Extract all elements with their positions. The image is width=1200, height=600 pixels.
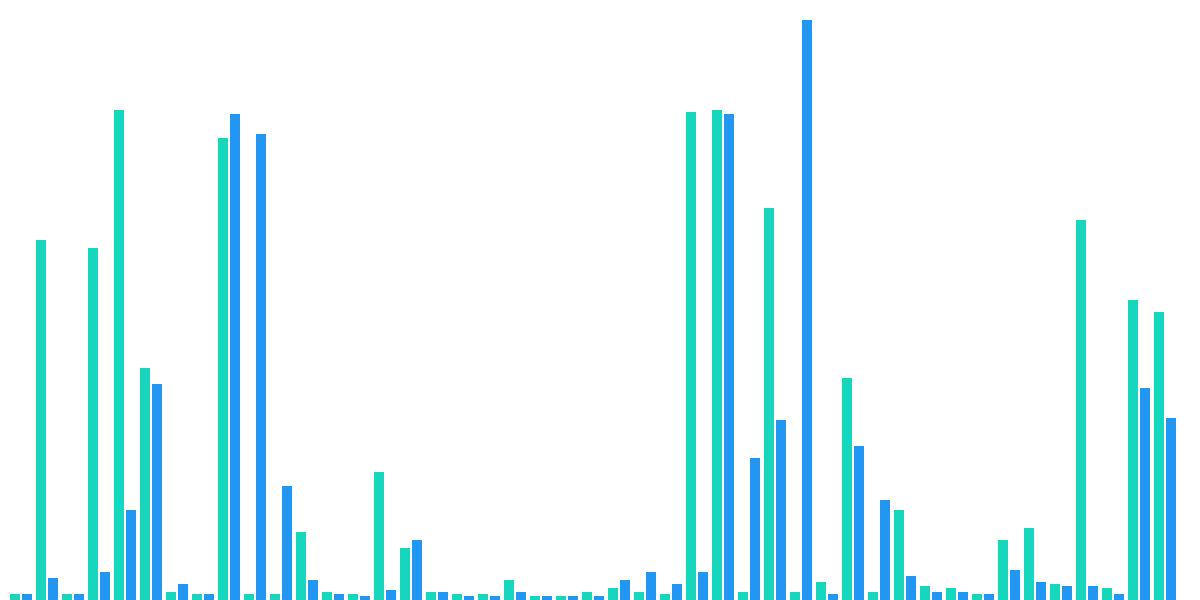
bar-series-a xyxy=(894,510,904,600)
bar-series-b xyxy=(1036,582,1046,600)
bar-series-b xyxy=(126,510,136,600)
bar-series-b xyxy=(22,594,32,600)
bar-series-a xyxy=(998,540,1008,600)
bar-series-b xyxy=(568,596,578,600)
bar-series-b xyxy=(880,500,890,600)
bar-series-a xyxy=(218,138,228,600)
bar-series-a xyxy=(608,588,618,600)
bar-series-b xyxy=(308,580,318,600)
bar-series-b xyxy=(1140,388,1150,600)
bar-series-b xyxy=(282,486,292,600)
bar-series-b xyxy=(854,446,864,600)
bar-series-b xyxy=(1114,594,1124,600)
bar-series-a xyxy=(296,532,306,600)
bar-series-b xyxy=(932,592,942,600)
bar-series-a xyxy=(946,588,956,600)
bar-series-b xyxy=(958,592,968,600)
bar-series-b xyxy=(724,114,734,600)
bar-series-b xyxy=(334,594,344,600)
bar-series-a xyxy=(88,248,98,600)
bar-series-a xyxy=(192,594,202,600)
bar-series-a xyxy=(348,594,358,600)
bar-series-a xyxy=(660,594,670,600)
bar-series-b xyxy=(1062,586,1072,600)
bar-series-b xyxy=(256,134,266,600)
bar-series-a xyxy=(1102,588,1112,600)
bar-series-b xyxy=(1166,418,1176,600)
bar-chart xyxy=(0,0,1200,600)
bar-series-a xyxy=(972,594,982,600)
bar-series-a xyxy=(530,596,540,600)
bar-series-a xyxy=(426,592,436,600)
bar-series-b xyxy=(776,420,786,600)
bar-series-a xyxy=(374,472,384,600)
bar-series-a xyxy=(36,240,46,600)
bar-series-a xyxy=(1154,312,1164,600)
bar-series-b xyxy=(386,590,396,600)
bar-series-b xyxy=(438,592,448,600)
bar-series-b xyxy=(750,458,760,600)
bar-series-a xyxy=(1024,528,1034,600)
bar-series-a xyxy=(270,594,280,600)
bar-series-a xyxy=(478,594,488,600)
bar-series-b xyxy=(178,584,188,600)
bar-series-a xyxy=(452,594,462,600)
bar-series-b xyxy=(984,594,994,600)
bar-series-a xyxy=(738,592,748,600)
bar-series-a xyxy=(1076,220,1086,600)
bar-series-b xyxy=(490,596,500,600)
bar-series-a xyxy=(712,110,722,600)
bar-series-a xyxy=(686,112,696,600)
bar-series-b xyxy=(100,572,110,600)
bar-series-b xyxy=(646,572,656,600)
bar-series-b xyxy=(74,594,84,600)
bar-series-b xyxy=(620,580,630,600)
bar-series-b xyxy=(360,596,370,600)
bar-series-b xyxy=(516,592,526,600)
bar-series-b xyxy=(802,20,812,600)
bar-series-b xyxy=(464,596,474,600)
bar-series-a xyxy=(400,548,410,600)
bar-series-a xyxy=(790,592,800,600)
bar-series-a xyxy=(582,592,592,600)
bar-series-a xyxy=(920,586,930,600)
bar-series-b xyxy=(204,594,214,600)
bar-series-b xyxy=(828,594,838,600)
bar-series-a xyxy=(166,592,176,600)
bar-series-a xyxy=(504,580,514,600)
bar-series-a xyxy=(140,368,150,600)
bar-series-a xyxy=(1128,300,1138,600)
bar-series-a xyxy=(868,592,878,600)
bar-series-a xyxy=(764,208,774,600)
bar-series-a xyxy=(634,592,644,600)
bar-series-a xyxy=(10,594,20,600)
bar-series-b xyxy=(542,596,552,600)
bar-series-a xyxy=(62,594,72,600)
bar-series-b xyxy=(698,572,708,600)
bar-series-b xyxy=(412,540,422,600)
bar-series-a xyxy=(556,596,566,600)
bar-series-a xyxy=(816,582,826,600)
bar-series-a xyxy=(114,110,124,600)
bar-series-b xyxy=(48,578,58,600)
bar-series-b xyxy=(906,576,916,600)
bar-series-b xyxy=(672,584,682,600)
bar-series-b xyxy=(230,114,240,600)
bar-series-b xyxy=(152,384,162,600)
bar-series-a xyxy=(842,378,852,600)
bar-series-b xyxy=(594,596,604,600)
bar-series-a xyxy=(1050,584,1060,600)
bar-series-b xyxy=(1010,570,1020,600)
bar-series-b xyxy=(1088,586,1098,600)
bar-series-a xyxy=(244,594,254,600)
bar-series-a xyxy=(322,592,332,600)
